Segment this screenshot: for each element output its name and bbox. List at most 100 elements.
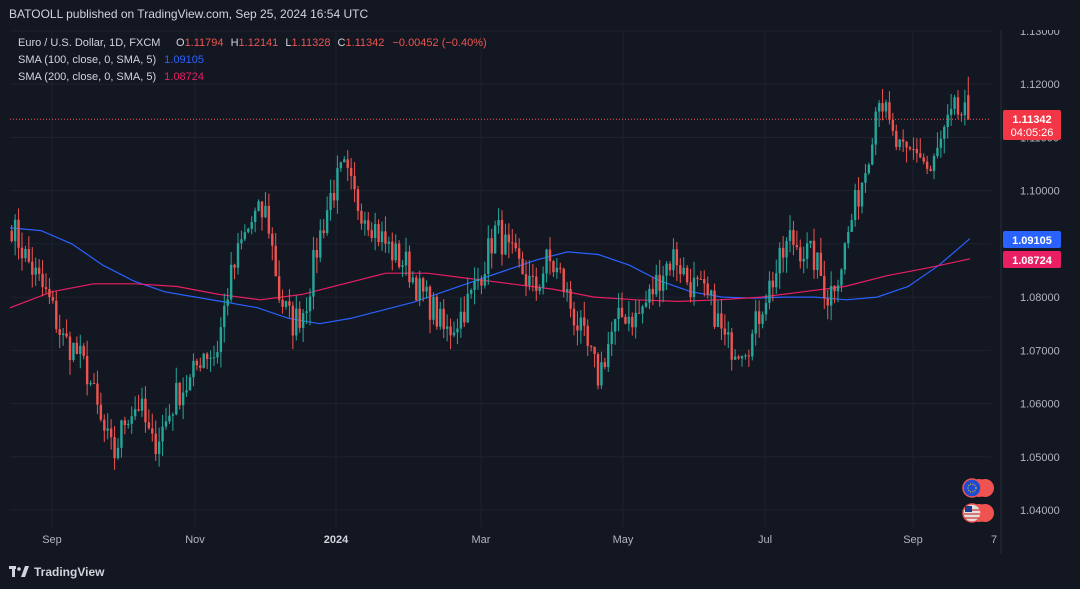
candle-body <box>247 228 250 233</box>
candle-body <box>737 356 740 359</box>
candle-body <box>353 175 356 190</box>
candle-body <box>449 326 452 336</box>
candle-body <box>905 141 908 148</box>
eu-event-icon[interactable] <box>962 478 994 498</box>
candle-body <box>133 409 137 417</box>
candle-body <box>44 287 48 290</box>
candle-body <box>442 308 445 329</box>
price-tick-label: 1.07000 <box>1020 345 1060 357</box>
candle-body <box>531 275 535 277</box>
candle-body <box>452 332 456 336</box>
candle-body <box>692 277 696 298</box>
candle-body <box>445 326 449 329</box>
candle-body <box>908 147 912 149</box>
candle-body <box>24 249 27 259</box>
candle-body <box>192 360 195 378</box>
candle-body <box>140 398 144 411</box>
us-event-icon[interactable] <box>962 503 994 523</box>
candle-body <box>229 264 233 300</box>
candle-body <box>154 433 157 455</box>
bottom-bar <box>0 556 1080 589</box>
candle-body <box>730 332 733 360</box>
svg-text:04:05:26: 04:05:26 <box>1011 127 1054 139</box>
candle-body <box>936 147 939 157</box>
candle-body <box>339 162 343 169</box>
candle-body <box>733 356 737 360</box>
candle-body <box>61 333 65 335</box>
candle-body <box>572 308 576 326</box>
candle-body <box>493 225 497 254</box>
candle-body <box>428 286 432 320</box>
candle-body <box>164 421 168 427</box>
time-tick-label: 2024 <box>324 534 349 546</box>
price-chart[interactable]: Euro / U.S. Dollar, 1D, FXCM O1.11794 H1… <box>10 30 1070 554</box>
candle-body <box>68 336 72 361</box>
candle-body <box>216 352 219 358</box>
candle-body <box>675 249 679 266</box>
candle-body <box>751 333 754 357</box>
candle-body <box>511 242 514 244</box>
candle-body <box>212 357 216 359</box>
candle-body <box>799 247 802 262</box>
candle-body <box>922 157 925 162</box>
candle-body <box>795 244 799 248</box>
candle-body <box>264 205 267 218</box>
candle-body <box>881 103 884 112</box>
candle-body <box>253 210 257 222</box>
candle-body <box>55 300 58 330</box>
candle-body <box>709 290 713 296</box>
legend-symbol: Euro / U.S. Dollar, 1D, FXCM <box>18 37 160 49</box>
candle-body <box>497 219 500 226</box>
candle-body <box>195 360 199 366</box>
candle-body <box>106 428 109 431</box>
top-bar: BATOOLL published on TradingView.com, Se… <box>0 0 1080 30</box>
candle-body <box>295 308 298 336</box>
candle-body <box>565 289 569 292</box>
candle-body <box>603 362 607 368</box>
candle-body <box>384 231 387 244</box>
candle-body <box>271 233 274 246</box>
chart-panel[interactable]: Euro / U.S. Dollar, 1D, FXCM O1.11794 H1… <box>10 30 1070 554</box>
candle-body <box>175 382 178 415</box>
price-tick-label: 1.04000 <box>1020 505 1060 517</box>
tradingview-logo[interactable]: TradingView <box>9 565 104 579</box>
tradingview-brand: TradingView <box>34 565 105 579</box>
candle-body <box>576 325 579 331</box>
candle-body <box>528 275 531 286</box>
candle-body <box>898 139 901 148</box>
candle-body <box>867 164 871 174</box>
candle-body <box>504 234 507 255</box>
candle-body <box>243 232 247 240</box>
candle-body <box>298 308 301 328</box>
time-scale: Sep Nov 2024 Mar May Jul Sep 7 <box>42 534 997 546</box>
candle-body <box>857 190 860 207</box>
candle-body <box>391 241 394 261</box>
candle-body <box>545 249 548 274</box>
candle-body <box>696 277 699 279</box>
candle-body <box>627 316 631 324</box>
candle-body <box>757 311 761 324</box>
sma-lines <box>10 227 971 325</box>
candle-body <box>747 355 751 357</box>
price-scale: 1.130001.120001.110001.100001.090001.080… <box>1020 30 1060 517</box>
candle-body <box>631 316 634 328</box>
candle-body <box>305 311 308 314</box>
candle-body <box>456 328 459 333</box>
candle-body <box>349 168 353 176</box>
candle-body <box>939 138 943 148</box>
sma100-tag: 1.09105 <box>1003 231 1061 248</box>
candle-body <box>809 240 812 244</box>
candle-body <box>589 345 593 347</box>
candle-body <box>281 299 284 307</box>
candle-body <box>370 230 373 239</box>
candle-body <box>949 108 953 115</box>
candle-body <box>301 313 305 328</box>
candle-body <box>37 267 41 274</box>
candle-body <box>586 325 589 346</box>
time-tick-label: Jul <box>758 534 772 546</box>
candle-body <box>517 248 521 259</box>
candle-body <box>871 144 874 165</box>
candle-body <box>99 404 103 420</box>
candle-body <box>816 252 819 270</box>
candle-body <box>877 103 881 112</box>
